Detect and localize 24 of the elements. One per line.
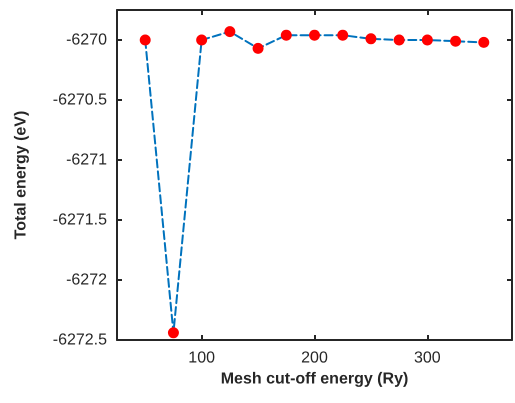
y-axis-title: Total energy (eV): [12, 110, 30, 240]
point: [394, 34, 405, 46]
point: [450, 36, 462, 47]
x-tick-label: 300: [414, 350, 441, 366]
y-tick-label: -6270.5: [52, 92, 108, 108]
x-axis-title: Mesh cut-off energy (Ry): [220, 370, 408, 388]
point: [478, 36, 490, 48]
point: [309, 30, 320, 41]
point: [422, 34, 433, 46]
y-tick-label: -6271.5: [52, 212, 108, 228]
point: [280, 30, 292, 41]
point: [168, 327, 179, 338]
y-tick-label: -6272: [66, 272, 108, 288]
y-tick-label: -6272.5: [52, 332, 108, 348]
point: [337, 30, 348, 41]
point: [196, 34, 208, 46]
x-tick-label: 200: [301, 350, 328, 366]
y-tick-label: -6271: [66, 152, 108, 168]
point: [365, 33, 376, 44]
point: [224, 26, 236, 38]
x-tick-label: 100: [188, 350, 216, 366]
y-tick-label: -6270: [66, 32, 108, 48]
point: [252, 42, 264, 54]
point: [140, 34, 151, 46]
